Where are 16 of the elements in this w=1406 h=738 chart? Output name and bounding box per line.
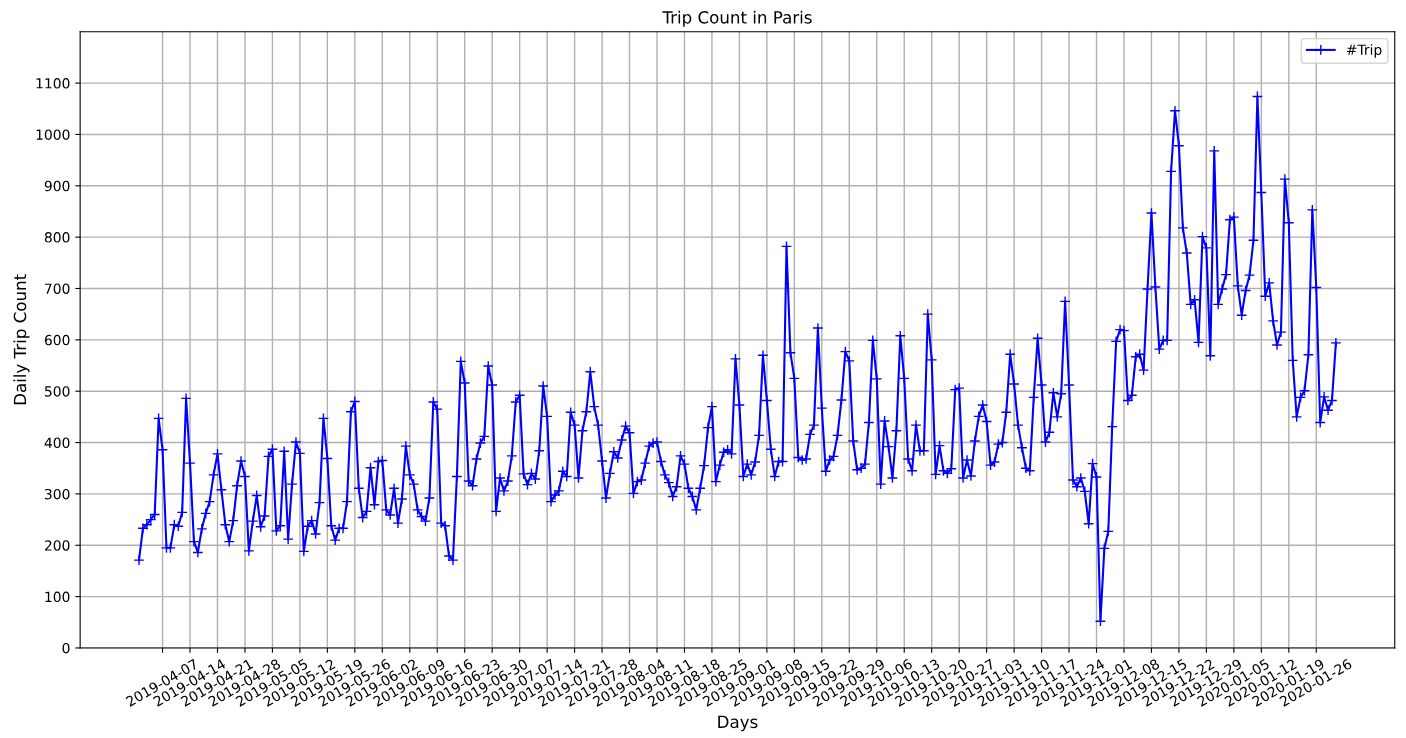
y-tick-label: 500 xyxy=(44,386,70,397)
x-axis-title: Days xyxy=(718,715,758,732)
y-tick-label: 700 xyxy=(45,283,70,294)
y-tick-label: 800 xyxy=(44,232,70,243)
y-tick-label: 900 xyxy=(44,180,70,192)
y-tick-label: 100 xyxy=(45,591,70,603)
chart-title: Trip Count in Paris xyxy=(662,10,812,27)
y-tick-label: 200 xyxy=(44,540,70,551)
y-axis-title: Daily Trip Count xyxy=(13,274,30,405)
y-tick-label: 1100 xyxy=(36,78,70,89)
y-tick-label: 1000 xyxy=(36,129,70,140)
legend-label: #Trip xyxy=(1346,44,1382,58)
y-tick-label: 300 xyxy=(44,488,70,500)
y-tick-label: 400 xyxy=(44,437,70,449)
y-tick-label: 0 xyxy=(62,642,70,654)
y-tick-label: 600 xyxy=(44,334,70,346)
